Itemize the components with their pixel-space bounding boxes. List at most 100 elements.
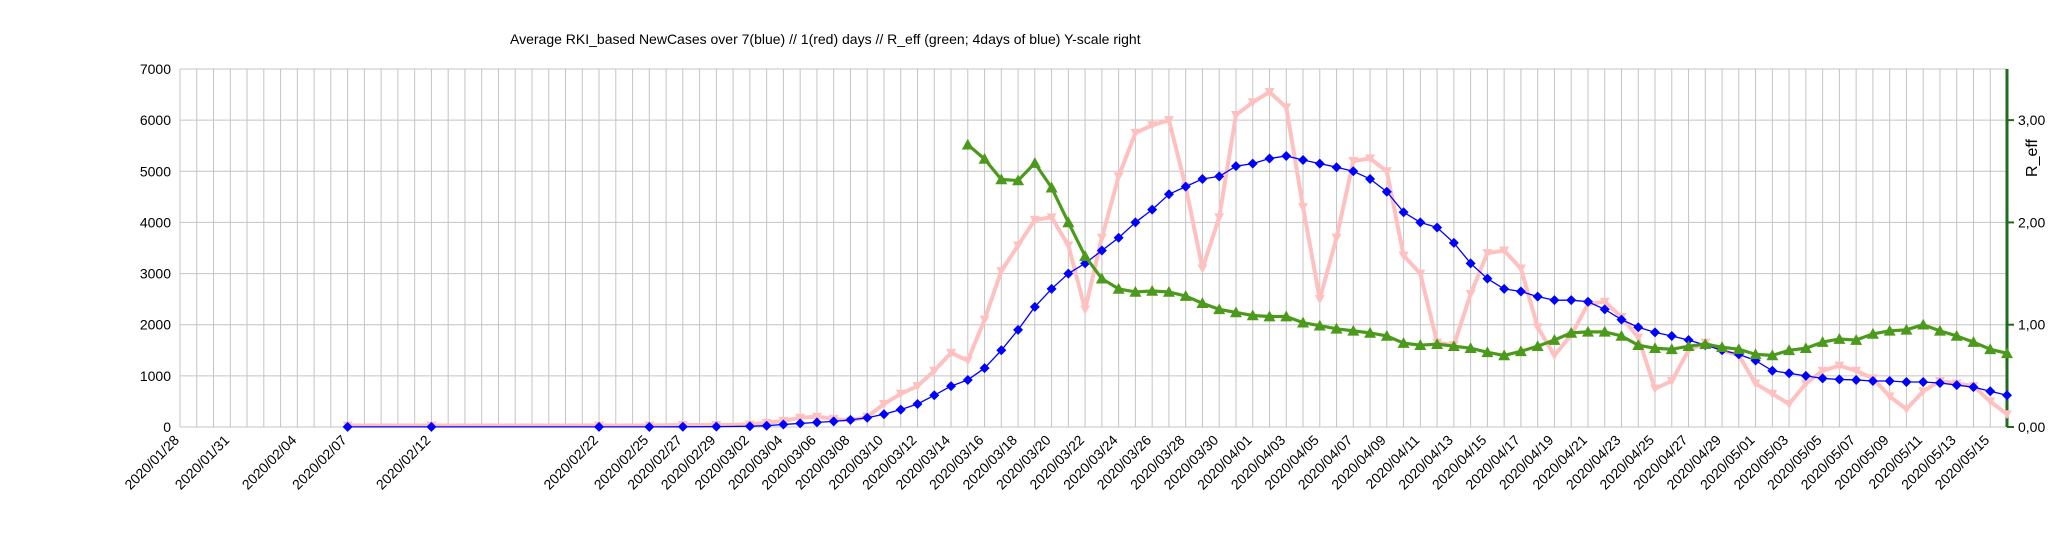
data-point [1113,172,1124,182]
data-point [962,374,973,385]
series-layer [342,88,2013,432]
data-point [1162,285,1175,297]
data-point [1632,339,1645,350]
data-point [1565,326,1578,338]
data-point [1146,284,1159,296]
data-point [594,421,605,432]
data-point [1447,340,1460,351]
data-point [1330,322,1343,334]
data-point [1179,290,1192,301]
data-point [1716,341,1729,353]
data-point [1901,376,1912,387]
data-point [795,418,806,429]
data-point [1348,157,1359,167]
data-point [1113,232,1124,243]
data-point [1515,264,1526,274]
x-tick-label: 2020/01/31 [172,432,233,493]
data-point [1229,306,1242,318]
data-point [1766,349,1779,361]
data-point [912,382,923,392]
data-point [895,389,906,399]
data-point [845,414,856,425]
data-point [811,417,822,428]
data-point [1464,342,1477,354]
data-point [1933,324,1946,336]
y-tick-label: 1000 [140,368,171,384]
data-point [1197,264,1208,274]
y2-tick-label: 1,00 [2018,317,2045,333]
data-point [1415,217,1426,228]
data-point [996,345,1007,356]
data-point [1365,173,1376,184]
data-point [1062,216,1075,228]
data-point [1499,246,1510,256]
data-point [1666,376,1677,386]
data-point [1784,368,1795,379]
data-point [1817,373,1828,384]
data-point [2002,410,2012,420]
data-point [1599,304,1610,315]
data-point [878,399,889,409]
data-point [979,363,990,374]
data-point [1348,166,1359,177]
series-line-blue-group [342,150,2012,432]
data-point [1364,326,1377,338]
data-point [2002,390,2012,401]
data-point [1767,365,1778,376]
data-point [744,421,755,432]
data-point [1013,324,1024,335]
data-point [1549,351,1560,361]
data-point [1095,272,1108,284]
data-point [1482,273,1493,284]
data-point [1147,204,1158,215]
data-point [1816,336,1829,347]
data-point [1498,349,1511,361]
data-point [1264,153,1275,164]
data-point [1866,327,1879,339]
x-tick-label: 2020/02/12 [373,432,434,493]
data-point [1298,155,1309,166]
data-point [1918,376,1929,387]
data-point [1817,366,1828,376]
y-tick-label: 5000 [140,163,171,179]
data-point [811,412,822,422]
data-point [1482,249,1493,259]
data-point [778,419,789,430]
x-tick-label: 2020/02/07 [289,432,350,493]
data-point [711,421,722,432]
series-line-blue [346,155,2008,428]
data-point [1197,173,1208,184]
data-point [996,267,1007,277]
data-point [1063,268,1074,279]
data-point [1682,340,1695,351]
data-point [1834,374,1845,385]
data-point [1633,322,1644,333]
data-point [1901,405,1912,415]
data-point [1799,342,1812,354]
data-point [2001,347,2013,359]
data-point [1548,334,1561,345]
series-line-green-group [961,138,2013,361]
data-point [1918,387,1929,397]
y2-axis-title: R_eff [2024,138,2041,177]
data-point [1465,258,1476,269]
data-point [1431,338,1444,349]
data-point [1749,348,1762,360]
data-point [1783,344,1796,356]
data-point [1398,207,1409,218]
data-point [1313,319,1326,331]
data-point [1314,158,1325,169]
data-point [1080,305,1091,315]
data-point [1850,334,1863,345]
data-point [1650,384,1661,394]
data-point [1784,399,1795,409]
data-point [1398,251,1409,261]
data-point [1581,325,1594,337]
data-point [1230,111,1241,121]
y2-tick-label: 3,00 [2018,112,2045,128]
data-point [1280,310,1293,322]
data-point [426,421,437,432]
data-point [1381,167,1392,177]
data-point [1531,340,1544,351]
data-point [342,421,353,432]
